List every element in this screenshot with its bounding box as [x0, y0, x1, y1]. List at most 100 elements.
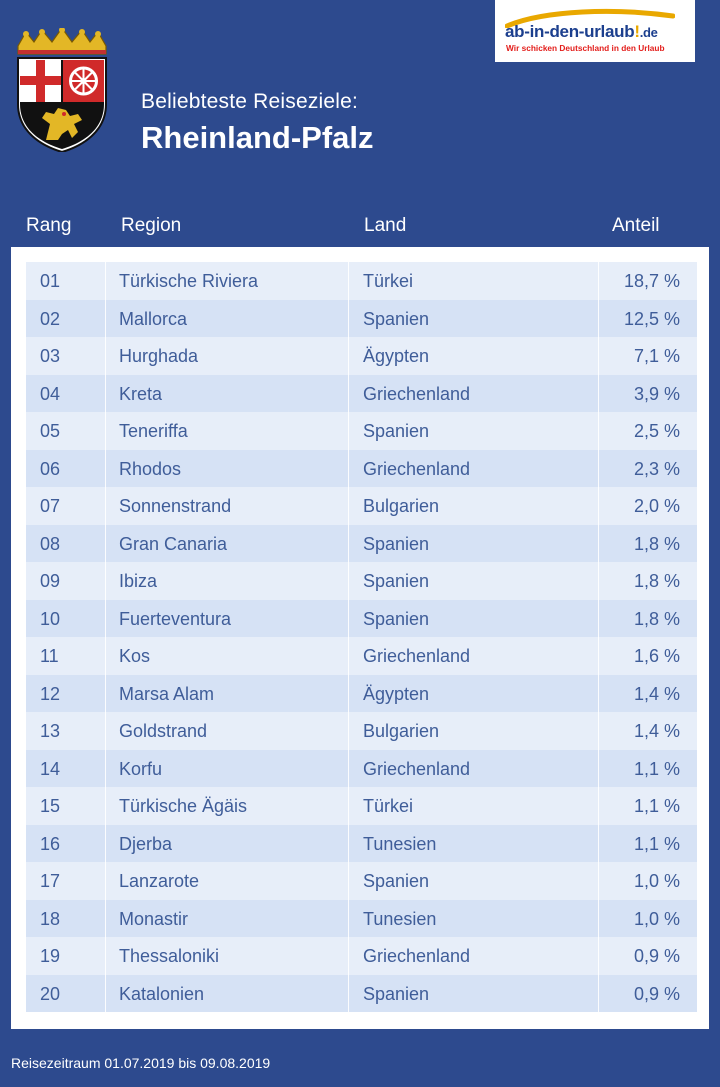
column-divider	[598, 637, 599, 675]
cell-rank: 02	[40, 308, 61, 329]
cell-region: Lanzarote	[119, 871, 200, 891]
header-bar: Beliebteste Reiseziele: Rheinland-Pfalz …	[0, 0, 720, 182]
header-land: Land	[364, 215, 407, 236]
column-divider	[598, 674, 599, 712]
cell-land: Griechenland	[363, 946, 471, 966]
cell-region: Korfu	[119, 758, 163, 779]
cell-region: Türkische Riviera	[119, 271, 259, 291]
column-divider	[348, 449, 349, 487]
page-title: Rheinland-Pfalz	[141, 120, 374, 155]
brand-name-excl: !	[634, 22, 640, 41]
column-divider	[598, 599, 599, 637]
column-divider	[105, 524, 106, 562]
cell-share: 1,6 %	[633, 646, 680, 666]
cell-share: 1,4 %	[633, 683, 680, 704]
cell-region: Katalonien	[119, 983, 205, 1004]
column-divider	[105, 449, 106, 487]
cell-land: Griechenland	[363, 458, 471, 479]
table-row: 19 Thessaloniki Griechenland 0,9 %	[26, 937, 697, 975]
cell-region: Sonnenstrand	[119, 496, 232, 516]
column-divider	[105, 712, 106, 750]
column-divider	[598, 524, 599, 562]
cell-rank: 19	[40, 946, 61, 966]
table-body: 01 Türkische Riviera Türkei 18,7 % 02 Mallorc…	[26, 262, 697, 1012]
cell-land: Tunesien	[363, 833, 437, 854]
footer-bar: Reisezeitraum 01.07.2019 bis 09.08.2019	[0, 1043, 720, 1087]
cell-land: Spanien	[363, 421, 430, 441]
cell-land: Ägypten	[363, 346, 430, 366]
column-divider	[598, 899, 599, 937]
column-divider	[348, 712, 349, 750]
cell-land: Türkei	[363, 796, 414, 816]
cell-region: Monastir	[119, 908, 189, 929]
cell-rank: 17	[40, 871, 61, 891]
column-divider	[348, 862, 349, 900]
column-divider	[348, 787, 349, 825]
table-row: 07 Sonnenstrand Bulgarien 2,0 %	[26, 487, 697, 525]
column-divider	[598, 299, 599, 337]
column-divider	[598, 787, 599, 825]
column-divider	[598, 974, 599, 1012]
column-divider	[598, 562, 599, 600]
table-row: 04 Kreta Griechenland 3,9 %	[26, 374, 697, 412]
column-divider	[348, 937, 349, 975]
cell-land: Spanien	[363, 308, 430, 329]
cell-region: Mallorca	[119, 308, 188, 329]
column-divider	[105, 337, 106, 375]
table-row: 20 Katalonien Spanien 0,9 %	[26, 974, 697, 1012]
column-divider	[105, 262, 106, 300]
table-row: 14 Korfu Griechenland 1,1 %	[26, 749, 697, 787]
column-divider	[105, 862, 106, 900]
column-divider	[348, 412, 349, 450]
column-divider	[105, 749, 106, 787]
column-divider	[105, 974, 106, 1012]
column-divider	[105, 899, 106, 937]
cell-land: Spanien	[363, 871, 430, 891]
column-divider	[598, 712, 599, 750]
column-divider	[105, 674, 106, 712]
brand-logo[interactable]: ab-in-den-urlaub!.de Wir schicken Deutsc…	[495, 0, 695, 62]
table-row: 17 Lanzarote Spanien 1,0 %	[26, 862, 697, 900]
cell-rank: 03	[40, 346, 61, 366]
column-divider	[598, 937, 599, 975]
column-divider	[105, 299, 106, 337]
cell-share: 3,9 %	[633, 383, 680, 404]
column-divider	[348, 299, 349, 337]
cell-rank: 18	[40, 908, 61, 929]
cell-rank: 06	[40, 458, 61, 479]
cell-share: 1,8 %	[633, 571, 680, 591]
column-divider	[348, 674, 349, 712]
column-divider	[348, 899, 349, 937]
cell-rank: 13	[40, 721, 61, 741]
column-divider	[348, 374, 349, 412]
cell-rank: 09	[40, 571, 61, 591]
cell-region: Ibiza	[119, 571, 158, 591]
cell-share: 0,9 %	[633, 946, 680, 966]
cell-rank: 08	[40, 533, 61, 554]
table-row: 02 Mallorca Spanien 12,5 %	[26, 299, 697, 337]
rheinland-pfalz-coat-of-arms-icon	[17, 28, 107, 152]
column-divider	[598, 824, 599, 862]
column-divider	[598, 412, 599, 450]
cell-share: 0,9 %	[633, 983, 680, 1004]
column-divider	[348, 599, 349, 637]
column-divider	[348, 637, 349, 675]
cell-region: Marsa Alam	[119, 683, 215, 704]
cell-rank: 15	[40, 796, 61, 816]
column-divider	[348, 749, 349, 787]
column-divider	[105, 412, 106, 450]
cell-share: 1,0 %	[633, 871, 680, 891]
cell-region: Kos	[119, 646, 151, 666]
column-divider	[105, 599, 106, 637]
table-row: 10 Fuerteventura Spanien 1,8 %	[26, 599, 697, 637]
column-divider	[598, 862, 599, 900]
cell-rank: 04	[40, 383, 61, 404]
cell-share: 1,1 %	[633, 833, 680, 854]
column-divider	[348, 524, 349, 562]
table-row: 12 Marsa Alam Ägypten 1,4 %	[26, 674, 697, 712]
column-divider	[348, 337, 349, 375]
column-divider	[348, 487, 349, 525]
cell-land: Griechenland	[363, 383, 471, 404]
cell-land: Spanien	[363, 608, 430, 629]
header-rank: Rang	[26, 215, 72, 236]
